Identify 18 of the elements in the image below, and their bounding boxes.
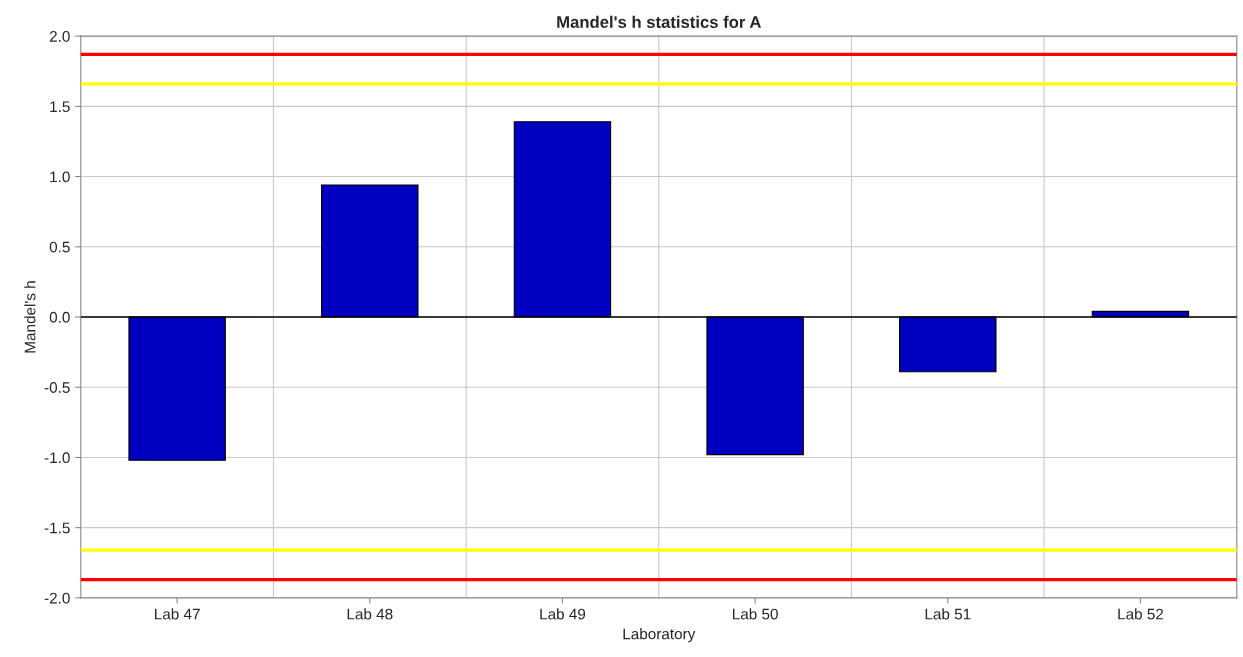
x-tick-label: Lab 50 — [733, 608, 778, 620]
x-tick-label: Lab 51 — [925, 608, 971, 620]
x-tick-label: Lab 48 — [347, 608, 393, 620]
y-tick-label: 1.0 — [50, 171, 70, 183]
y-tick-label: 0.5 — [49, 241, 70, 253]
chart-title: Mandel's h statistics for A — [557, 15, 761, 28]
x-tick-label: Lab 52 — [1118, 608, 1164, 620]
y-tick-label: 2.0 — [49, 31, 70, 42]
x-tick-label: Lab 49 — [540, 608, 586, 620]
y-tick-label: -1.0 — [44, 452, 70, 464]
x-tick-label: Lab 47 — [155, 608, 200, 620]
x-axis-title: Laboratory — [623, 628, 696, 643]
y-tick-label: 0.0 — [49, 311, 70, 323]
y-tick-label: -0.5 — [44, 382, 70, 393]
y-axis-title: Mandel's h — [24, 281, 36, 353]
y-tick-label: 1.5 — [50, 101, 70, 113]
y-tick-label: -1.5 — [44, 522, 70, 534]
y-tick-label: -2.0 — [44, 592, 70, 604]
